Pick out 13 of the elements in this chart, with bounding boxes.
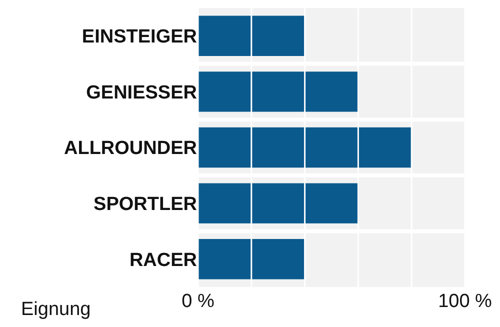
bar [198, 239, 305, 280]
bar [198, 16, 305, 56]
y-tick-label: ALLROUNDER [64, 138, 198, 160]
y-tick-label: GENIESSER [86, 82, 198, 104]
bar [198, 183, 358, 224]
bar [198, 72, 358, 112]
bar [198, 127, 412, 168]
x-tick-label: 0 % [182, 291, 214, 312]
x-axis-title: Eignung [21, 299, 91, 320]
x-tick-label: 100 % [438, 291, 492, 312]
y-tick-label: EINSTEIGER [82, 26, 198, 48]
y-tick-label: SPORTLER [94, 194, 198, 215]
y-tick-label: RACER [129, 250, 198, 271]
